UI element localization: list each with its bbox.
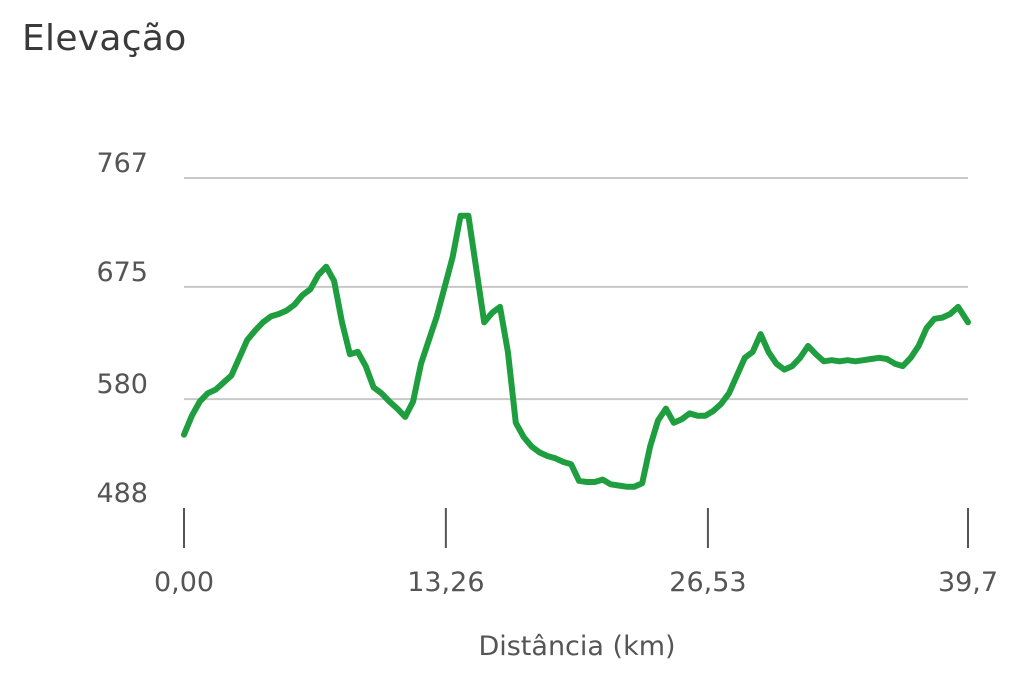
y-tick-label: 488 <box>96 478 148 509</box>
chart-title: Elevação <box>22 18 187 59</box>
x-tick-label: 39,7 <box>938 567 998 598</box>
x-tick-label: 0,00 <box>154 567 214 598</box>
x-axis-title: Distância (km) <box>478 631 675 662</box>
elevation-line <box>181 212 971 490</box>
x-tick-label: 26,53 <box>669 567 746 598</box>
y-tick-label: 580 <box>96 369 148 400</box>
x-axis: 0,00 13,26 26,53 39,7 <box>154 508 998 598</box>
gridlines <box>184 177 968 401</box>
y-axis-tick-labels: 767 675 580 488 <box>96 148 148 509</box>
x-tick-label: 13,26 <box>407 567 484 598</box>
series-group <box>181 212 971 490</box>
y-tick-label: 767 <box>96 148 148 179</box>
y-tick-label: 675 <box>96 257 148 288</box>
